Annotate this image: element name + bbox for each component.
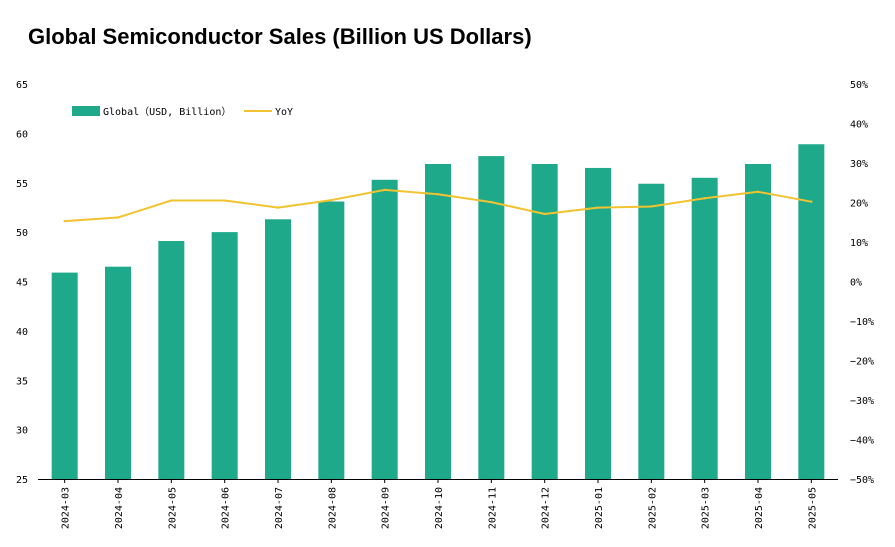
bar-2024-12	[531, 163, 558, 480]
yoy-point-2024-03	[63, 219, 66, 223]
y-left-tick-label: 25	[16, 475, 28, 486]
y-left-tick-label: 65	[16, 80, 28, 91]
legend-swatch-global	[72, 106, 100, 116]
legend-label-yoy: YoY	[275, 107, 293, 118]
x-tick-label: 2024-06	[221, 487, 232, 529]
bar-2025-01	[585, 167, 611, 479]
x-tick-label: 2025-04	[754, 487, 765, 529]
bar-2024-04	[105, 266, 131, 479]
y-right-tick-label: 40%	[850, 120, 868, 131]
bar-2024-06	[211, 232, 238, 479]
yoy-point-2024-12	[543, 212, 546, 216]
bar-2024-09	[371, 179, 398, 479]
y-right-tick-label: −50%	[850, 475, 874, 486]
yoy-point-2025-05	[810, 200, 813, 203]
y-left-tick-label: 30	[16, 426, 28, 437]
yoy-point-2024-05	[170, 199, 173, 202]
x-tick-label: 2024-09	[381, 487, 392, 529]
y-right-tick-label: −10%	[850, 317, 874, 328]
yoy-point-2025-02	[650, 205, 653, 208]
bar-2025-04	[745, 163, 771, 480]
bar-2024-10	[425, 163, 451, 480]
bar-2024-03	[51, 272, 78, 479]
yoy-point-2024-09	[383, 188, 386, 192]
x-tick-label: 2024-03	[61, 487, 72, 529]
bar-2025-05	[798, 144, 825, 480]
y-left-tick-label: 40	[16, 327, 28, 338]
yoy-point-2024-04	[116, 216, 120, 219]
y-left-tick-label: 55	[16, 179, 28, 190]
x-tick-label: 2024-05	[167, 487, 178, 529]
x-tick-label: 2024-08	[327, 487, 338, 529]
y-right-tick-label: 10%	[850, 238, 868, 249]
yoy-point-2024-10	[436, 193, 440, 196]
y-right-tick-label: 20%	[850, 199, 868, 210]
x-tick-label: 2025-02	[647, 487, 658, 529]
yoy-point-2024-07	[276, 206, 280, 209]
yoy-point-2024-11	[490, 200, 493, 204]
y-right-tick-label: −30%	[850, 396, 874, 407]
bar-2024-07	[265, 219, 291, 479]
bar-2024-11	[478, 156, 505, 479]
x-tick-label: 2025-05	[807, 487, 818, 529]
yoy-point-2024-06	[223, 199, 226, 202]
yoy-point-2024-08	[330, 198, 333, 202]
y-right-tick-label: 50%	[850, 80, 868, 91]
chart-title: Global Semiconductor Sales (Billion US D…	[28, 24, 532, 49]
yoy-point-2025-04	[756, 190, 760, 194]
y-left-tick-label: 50	[16, 228, 28, 239]
x-tick-label: 2024-10	[434, 487, 445, 529]
y-left-tick-label: 60	[16, 129, 28, 140]
x-tick-label: 2024-11	[487, 487, 498, 529]
yoy-point-2025-03	[703, 196, 706, 200]
yoy-point-2025-01	[596, 206, 600, 209]
y-right-tick-label: −40%	[850, 436, 874, 447]
y-left-tick-label: 45	[16, 278, 28, 289]
x-tick-label: 2024-07	[274, 487, 285, 529]
bar-2024-05	[158, 241, 185, 479]
bar-2025-02	[638, 183, 665, 480]
x-tick-label: 2025-03	[701, 487, 712, 529]
y-right-tick-label: −20%	[850, 357, 874, 368]
y-left-tick-label: 35	[16, 376, 28, 387]
legend-label-global: Global（USD, Billion）	[103, 106, 231, 118]
x-tick-label: 2024-04	[114, 487, 125, 529]
y-right-tick-label: 30%	[850, 159, 868, 170]
bar-2024-08	[318, 201, 345, 479]
bar-2025-03	[691, 177, 718, 479]
x-tick-label: 2025-01	[594, 487, 605, 529]
y-right-tick-label: 0%	[850, 278, 862, 289]
x-tick-label: 2024-12	[541, 487, 552, 529]
